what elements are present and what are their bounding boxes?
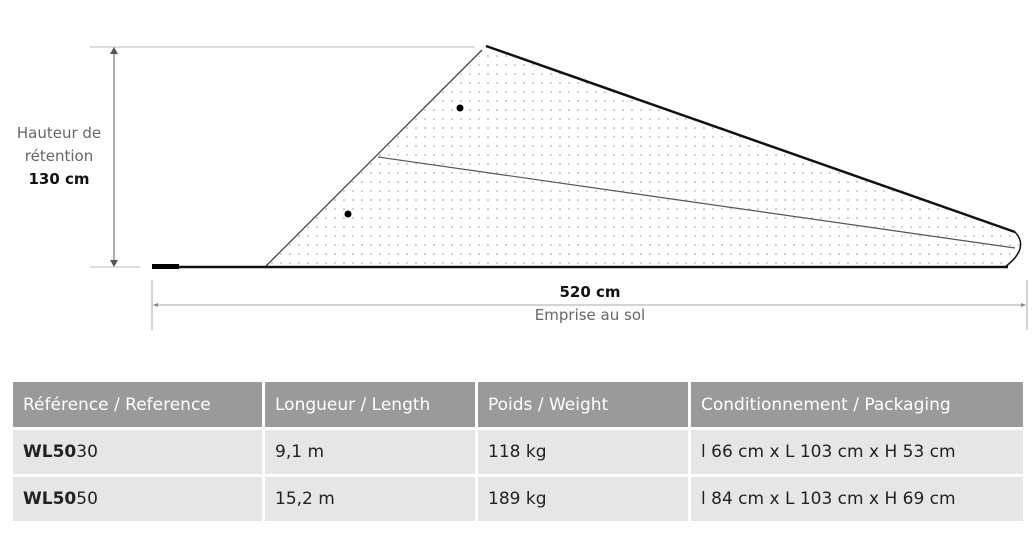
cell-weight: 118 kg [478,430,688,474]
cell-reference: WL5050 [13,477,262,521]
height-label: Hauteur de rétention 130 cm [0,122,118,191]
header-packaging: Conditionnement / Packaging [691,382,1023,427]
berm-shape [265,47,1021,267]
header-reference: Référence / Reference [13,382,262,427]
length-value: 520 cm [559,283,621,301]
berm-diagram [90,44,1028,330]
cell-reference: WL5030 [13,430,262,474]
header-length: Longueur / Length [265,382,475,427]
table-row: WL5030 9,1 m 118 kg l 66 cm x L 103 cm x… [13,430,1023,474]
height-value: 130 cm [28,170,90,188]
table-header: Référence / Reference Longueur / Length … [13,382,1023,427]
cell-weight: 189 kg [478,477,688,521]
inner-fold-line [377,156,1016,249]
berm-top-edge [485,44,1016,234]
spec-table: Référence / Reference Longueur / Length … [10,379,1026,524]
cell-length: 9,1 m [265,430,475,474]
cell-length: 15,2 m [265,477,475,521]
table-row: WL5050 15,2 m 189 kg l 84 cm x L 103 cm … [13,477,1023,521]
length-label: 520 cm Emprise au sol [490,281,690,327]
cell-packaging: l 66 cm x L 103 cm x H 53 cm [691,430,1023,474]
header-weight: Poids / Weight [478,382,688,427]
cell-packaging: l 84 cm x L 103 cm x H 69 cm [691,477,1023,521]
